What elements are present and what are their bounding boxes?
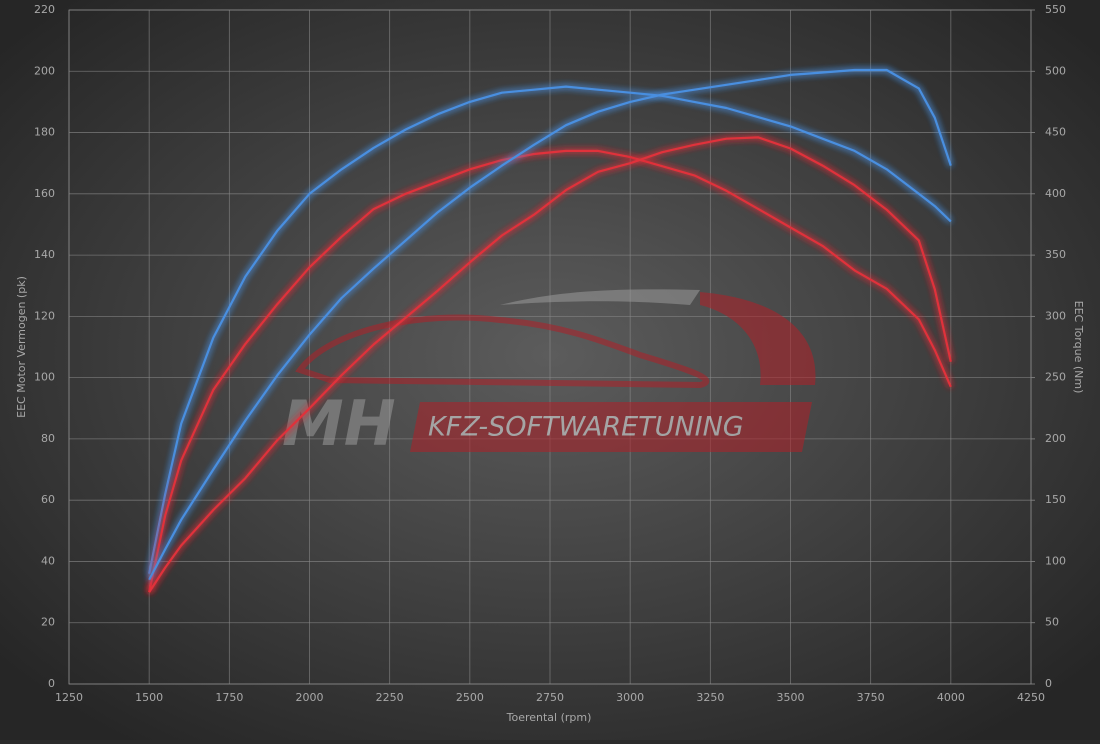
x-tick-label: 2250	[376, 691, 404, 704]
y2-tick-label: 450	[1045, 126, 1066, 139]
y2-tick-label: 250	[1045, 371, 1066, 384]
x-tick-label: 1750	[215, 691, 243, 704]
series-layer	[148, 68, 952, 593]
y2-tick-label: 100	[1045, 554, 1066, 567]
y-tick-label: 200	[34, 64, 55, 77]
y2-tick-label: 550	[1045, 3, 1066, 16]
x-tick-label: 3000	[616, 691, 644, 704]
x-tick-label: 3750	[857, 691, 885, 704]
series-line	[148, 136, 952, 593]
y2-axis-label: EEC Torque (Nm)	[1072, 301, 1085, 394]
x-tick-label: 2000	[296, 691, 324, 704]
series-line	[148, 68, 952, 581]
y-tick-label: 0	[48, 677, 55, 690]
x-tick-label: 3500	[777, 691, 805, 704]
x-tick-label: 1250	[55, 691, 83, 704]
x-tick-label: 4250	[1017, 691, 1045, 704]
y2-tick-label: 0	[1045, 677, 1052, 690]
y-axis-label: EEC Motor Vermogen (pk)	[15, 276, 28, 418]
y2-tick-label: 400	[1045, 187, 1066, 200]
car-roof	[500, 289, 700, 305]
y-tick-label: 160	[34, 187, 55, 200]
y-tick-label: 20	[41, 616, 55, 629]
y2-tick-label: 300	[1045, 309, 1066, 322]
y-tick-label: 60	[41, 493, 55, 506]
y2-tick-label: 500	[1045, 64, 1066, 77]
y2-tick-label: 50	[1045, 616, 1059, 629]
y-tick-label: 80	[41, 432, 55, 445]
logo-text: KFZ-SOFTWARETUNING	[428, 412, 744, 443]
x-tick-label: 1500	[135, 691, 163, 704]
y-tick-label: 140	[34, 248, 55, 261]
car-swoosh	[700, 292, 816, 385]
series-line	[148, 149, 952, 593]
x-tick-label: 3250	[696, 691, 724, 704]
y2-tick-label: 150	[1045, 493, 1066, 506]
x-axis-label: Toerental (rpm)	[506, 711, 592, 724]
y-tick-label: 120	[34, 309, 55, 322]
x-tick-label: 2500	[456, 691, 484, 704]
logo-brand: MH	[282, 387, 396, 460]
logo-banner	[410, 402, 812, 452]
x-tick-label: 4000	[937, 691, 965, 704]
car-outline	[295, 314, 710, 389]
y-tick-label: 100	[34, 371, 55, 384]
y2-tick-label: 350	[1045, 248, 1066, 261]
y-tick-label: 220	[34, 3, 55, 16]
x-tick-label: 2750	[536, 691, 564, 704]
y-tick-label: 40	[41, 554, 55, 567]
series-line	[148, 85, 952, 574]
y2-tick-label: 200	[1045, 432, 1066, 445]
grid: 1250 1500 1750 2000 2250 2500 2750 3000 3250 3500…	[34, 3, 1066, 704]
watermark: MH KFZ-SOFTWARETUNING	[282, 289, 816, 460]
y-tick-label: 180	[34, 126, 55, 139]
